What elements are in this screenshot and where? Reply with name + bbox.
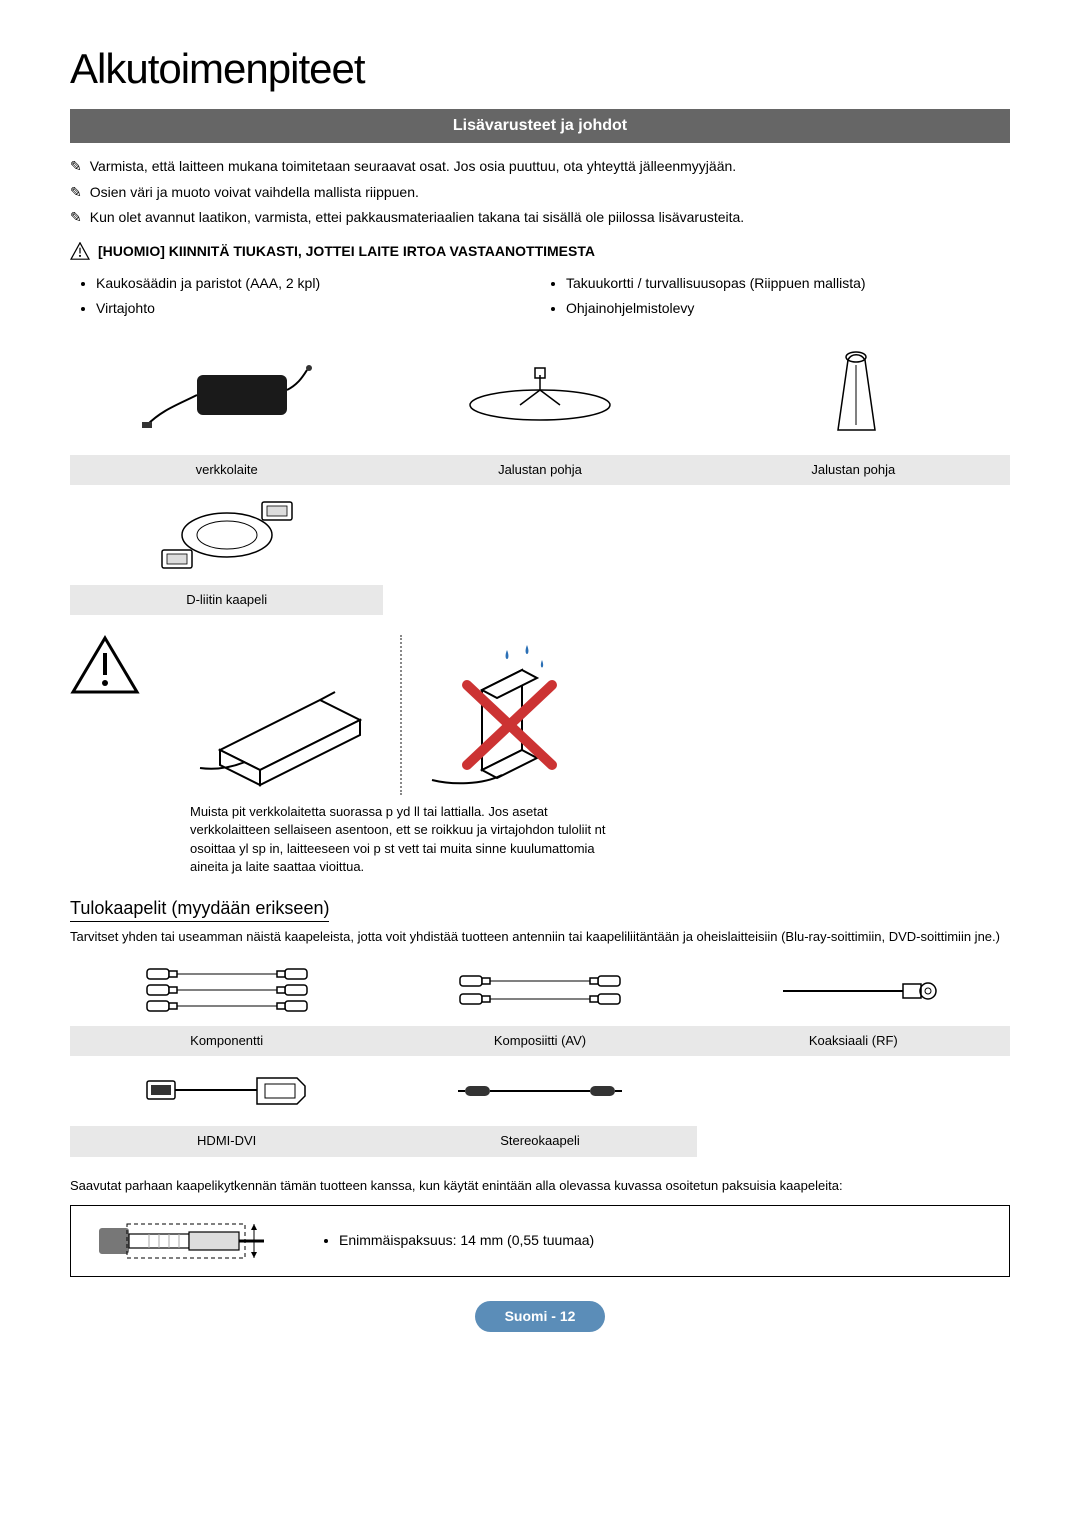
accessory-cell: verkkolaite bbox=[70, 335, 383, 485]
sub-heading: Tulokaapelit (myydään erikseen) bbox=[70, 896, 329, 922]
cable-cell: HDMI-DVI bbox=[70, 1056, 383, 1156]
cable-label: Koaksiaali (RF) bbox=[697, 1026, 1010, 1056]
cable-label: Stereokaapeli bbox=[383, 1126, 696, 1156]
component-cable-icon bbox=[137, 961, 317, 1021]
note-item: ✎ Kun olet avannut laatikon, varmista, e… bbox=[70, 208, 1010, 228]
bullet-item: Kaukosäädin ja paristot (AAA, 2 kpl) bbox=[96, 274, 540, 294]
thickness-bullet: Enimmäispaksuus: 14 mm (0,55 tuumaa) bbox=[339, 1231, 594, 1251]
note-text: Varmista, että laitteen mukana toimiteta… bbox=[90, 157, 736, 177]
accessory-label: verkkolaite bbox=[70, 455, 383, 485]
adapter-orientation-warning: Muista pit verkkolaitetta suorassa p yd … bbox=[70, 635, 1010, 876]
page-footer: Suomi - 12 bbox=[70, 1301, 1010, 1333]
accessory-cell: D-liitin kaapeli bbox=[70, 485, 383, 615]
accessory-cell: Jalustan pohja bbox=[383, 335, 696, 485]
hdmi-dvi-cable-icon bbox=[137, 1066, 317, 1116]
note-item: ✎ Osien väri ja muoto voivat vaihdella m… bbox=[70, 183, 1010, 203]
cable-cell: Stereokaapeli bbox=[383, 1056, 696, 1156]
accessory-label: Jalustan pohja bbox=[697, 455, 1010, 485]
adapter-vertical-wrong-icon bbox=[412, 640, 612, 790]
bullet-item: Ohjainohjelmistolevy bbox=[566, 299, 1010, 319]
section-header: Lisävarusteet ja johdot bbox=[70, 109, 1010, 143]
accessory-cell: Jalustan pohja bbox=[697, 335, 1010, 485]
power-adapter-icon bbox=[137, 350, 317, 440]
warning-triangle-icon bbox=[70, 242, 90, 260]
note-text: Kun olet avannut laatikon, varmista, ett… bbox=[90, 208, 744, 228]
pointer-icon: ✎ bbox=[70, 157, 82, 177]
footer-page-pill: Suomi - 12 bbox=[475, 1301, 606, 1333]
huomio-label: [HUOMIO] KIINNITÄ TIUKASTI, JOTTEI LAITE… bbox=[98, 242, 595, 262]
accessories-row2: D-liitin kaapeli bbox=[70, 485, 1010, 615]
accessory-bullets: Kaukosäädin ja paristot (AAA, 2 kpl) Vir… bbox=[70, 274, 1010, 325]
page-title: Alkutoimenpiteet bbox=[70, 40, 1010, 99]
cable-label: HDMI-DVI bbox=[70, 1126, 383, 1156]
cable-cell: Koaksiaali (RF) bbox=[697, 956, 1010, 1056]
cable-cell: Komponentti bbox=[70, 956, 383, 1056]
stand-base-flat-icon bbox=[450, 350, 630, 440]
cables-row2: HDMI-DVI Stereokaapeli bbox=[70, 1056, 1010, 1156]
stand-neck-icon bbox=[793, 345, 913, 445]
accessory-label: D-liitin kaapeli bbox=[70, 585, 383, 615]
cable-cell: Komposiitti (AV) bbox=[383, 956, 696, 1056]
thickness-box: Enimmäispaksuus: 14 mm (0,55 tuumaa) bbox=[70, 1205, 1010, 1277]
warning-triangle-large-icon bbox=[70, 635, 140, 695]
pointer-icon: ✎ bbox=[70, 183, 82, 203]
cable-thickness-icon bbox=[89, 1216, 289, 1266]
thickness-note: Saavutat parhaan kaapelikytkennän tämän … bbox=[70, 1177, 1010, 1195]
bullet-item: Takuukortti / turvallisuusopas (Riippuen… bbox=[566, 274, 1010, 294]
dsub-cable-icon bbox=[147, 490, 307, 580]
huomio-row: [HUOMIO] KIINNITÄ TIUKASTI, JOTTEI LAITE… bbox=[70, 242, 1010, 262]
accessories-row1: verkkolaite Jalustan pohja Jalustan pohj… bbox=[70, 335, 1010, 485]
adapter-horizontal-correct-icon bbox=[190, 640, 390, 790]
stereo-cable-icon bbox=[450, 1076, 630, 1106]
sub-desc: Tarvitset yhden tai useamman näistä kaap… bbox=[70, 928, 1010, 946]
cables-row1: Komponentti Komposiitti (AV) bbox=[70, 956, 1010, 1056]
notes-list: ✎ Varmista, että laitteen mukana toimite… bbox=[70, 157, 1010, 228]
accessory-label: Jalustan pohja bbox=[383, 455, 696, 485]
coax-cable-icon bbox=[763, 976, 943, 1006]
bullet-item: Virtajohto bbox=[96, 299, 540, 319]
cable-label: Komponentti bbox=[70, 1026, 383, 1056]
cable-label: Komposiitti (AV) bbox=[383, 1026, 696, 1056]
pointer-icon: ✎ bbox=[70, 208, 82, 228]
note-item: ✎ Varmista, että laitteen mukana toimite… bbox=[70, 157, 1010, 177]
dotted-separator bbox=[400, 635, 402, 795]
adapter-caption: Muista pit verkkolaitetta suorassa p yd … bbox=[190, 803, 620, 876]
composite-cable-icon bbox=[450, 966, 630, 1016]
note-text: Osien väri ja muoto voivat vaihdella mal… bbox=[90, 183, 419, 203]
